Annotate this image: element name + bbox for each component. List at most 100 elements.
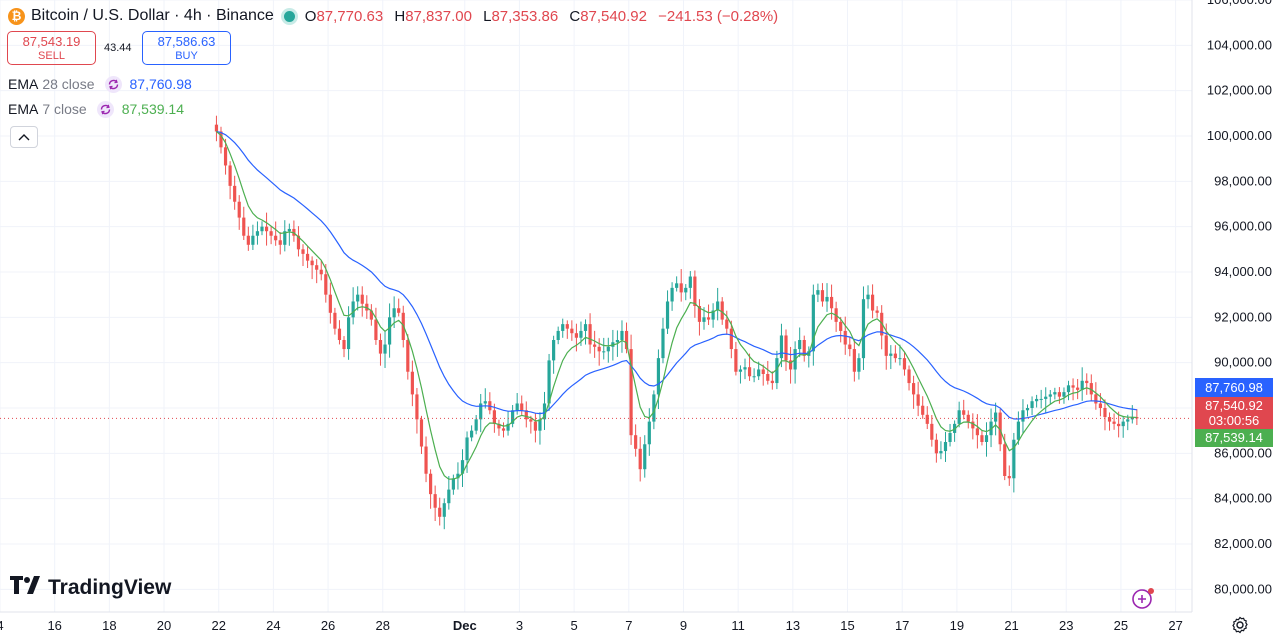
candle-body: [233, 185, 237, 202]
candle-body: [351, 301, 355, 318]
candle-body: [315, 265, 319, 270]
candle-body: [934, 439, 938, 454]
candle-body: [1030, 401, 1034, 408]
settings-icon[interactable]: [1230, 615, 1250, 635]
candle-body: [661, 328, 665, 359]
candle-body: [634, 435, 638, 449]
magic-sparkle-icon[interactable]: [1130, 586, 1158, 610]
candle-body: [953, 423, 957, 433]
refresh-icon[interactable]: [96, 100, 114, 118]
candle-body: [843, 330, 847, 345]
candle-body: [383, 344, 387, 354]
sell-button[interactable]: 87,543.19 SELL: [7, 31, 96, 65]
candle-body: [711, 310, 715, 320]
symbol-header[interactable]: ₿ Bitcoin / U.S. Dollar · 4h · Binance O…: [8, 6, 785, 26]
candle-body: [410, 371, 414, 395]
logo-text: TradingView: [48, 576, 172, 599]
y-tick-label: 90,000.00: [1214, 355, 1272, 370]
candle-body: [747, 367, 752, 377]
candle-body: [264, 226, 269, 232]
candle-body: [602, 351, 606, 353]
candle-body: [802, 340, 806, 356]
candle-body: [460, 460, 465, 474]
candle-body: [656, 358, 661, 395]
x-tick-label: 26: [321, 618, 335, 633]
tradingview-icon: [10, 576, 42, 600]
candle-body: [911, 383, 916, 395]
candle-body: [415, 394, 419, 420]
y-tick-label: 104,000.00: [1207, 37, 1272, 52]
x-tick-label: 13: [786, 618, 800, 633]
candle-body: [561, 324, 565, 331]
buy-button[interactable]: 87,586.63 BUY: [142, 31, 231, 65]
candle-body: [870, 294, 875, 311]
indicator-ema7[interactable]: EMA 7 close 87,539.14: [8, 100, 184, 118]
y-tick-label: 96,000.00: [1214, 219, 1272, 234]
candle-body: [647, 421, 651, 445]
candle-body: [520, 403, 524, 411]
candle-body: [675, 283, 679, 288]
candle-body: [857, 358, 861, 372]
candle-body: [1080, 380, 1084, 390]
candle-body: [406, 340, 410, 372]
candle-body: [816, 290, 820, 295]
candle-body: [310, 260, 314, 266]
candle-body: [757, 369, 761, 377]
candle-body: [798, 340, 802, 350]
candle-body: [638, 448, 642, 470]
price-axis[interactable]: 80,000.0082,000.0084,000.0086,000.0088,0…: [1207, 0, 1272, 596]
candle-body: [296, 235, 301, 250]
candle-body: [424, 446, 428, 474]
candle-body: [511, 410, 515, 424]
candle-body: [643, 444, 647, 470]
market-status-icon[interactable]: [283, 10, 295, 22]
candle-body: [1089, 383, 1093, 395]
candle-body: [738, 369, 743, 372]
candle-body: [889, 353, 893, 356]
y-tick-label: 98,000.00: [1214, 173, 1272, 188]
indicator-ema28[interactable]: EMA 28 close 87,760.98: [8, 75, 192, 93]
time-axis[interactable]: 4 16 18 20 22 24 26 28 Dec 3 5 7 9 11 13 15 17 19 21 23 25 27: [0, 618, 1183, 633]
candle-body: [962, 410, 966, 415]
x-tick-label: 5: [571, 618, 578, 633]
candle-body: [921, 405, 925, 415]
ema28-value: 87,760.98: [129, 76, 192, 92]
close-value: 87,540.92: [580, 7, 647, 25]
candle-body: [1053, 392, 1057, 395]
y-tick-label: 106,000.00: [1207, 0, 1272, 7]
candle-body: [419, 419, 424, 447]
candle-body: [324, 274, 328, 295]
candle-body: [497, 423, 501, 429]
candle-body: [506, 423, 510, 431]
bitcoin-icon: ₿: [8, 7, 25, 25]
candle-body: [387, 317, 392, 345]
candle-body: [237, 201, 241, 218]
candle-body: [356, 294, 360, 302]
candle-body: [734, 349, 738, 372]
candle-body: [670, 287, 674, 302]
candle-body: [994, 412, 998, 422]
candle-body: [693, 276, 697, 306]
candle-body: [369, 310, 373, 320]
candle-body: [1103, 408, 1107, 418]
candle-body: [278, 240, 282, 245]
x-tick-label: 19: [950, 618, 964, 633]
refresh-icon[interactable]: [104, 75, 122, 93]
buy-label: BUY: [175, 50, 198, 62]
candle-body: [1107, 417, 1112, 422]
candle-body: [451, 478, 455, 490]
x-tick-label: 4: [0, 618, 4, 633]
candle-body: [465, 437, 469, 461]
candle-body: [378, 340, 383, 354]
candle-body: [374, 319, 378, 340]
collapse-legend-button[interactable]: [10, 126, 38, 148]
candle-body: [570, 328, 574, 334]
candle-body: [515, 403, 519, 411]
tradingview-logo[interactable]: TradingView: [10, 576, 171, 600]
candle-body: [274, 235, 278, 241]
candle-body: [429, 473, 433, 495]
y-tick-label: 84,000.00: [1214, 491, 1272, 506]
symbol-title[interactable]: Bitcoin / U.S. Dollar · 4h · Binance: [31, 7, 274, 24]
candle-body: [893, 353, 897, 359]
